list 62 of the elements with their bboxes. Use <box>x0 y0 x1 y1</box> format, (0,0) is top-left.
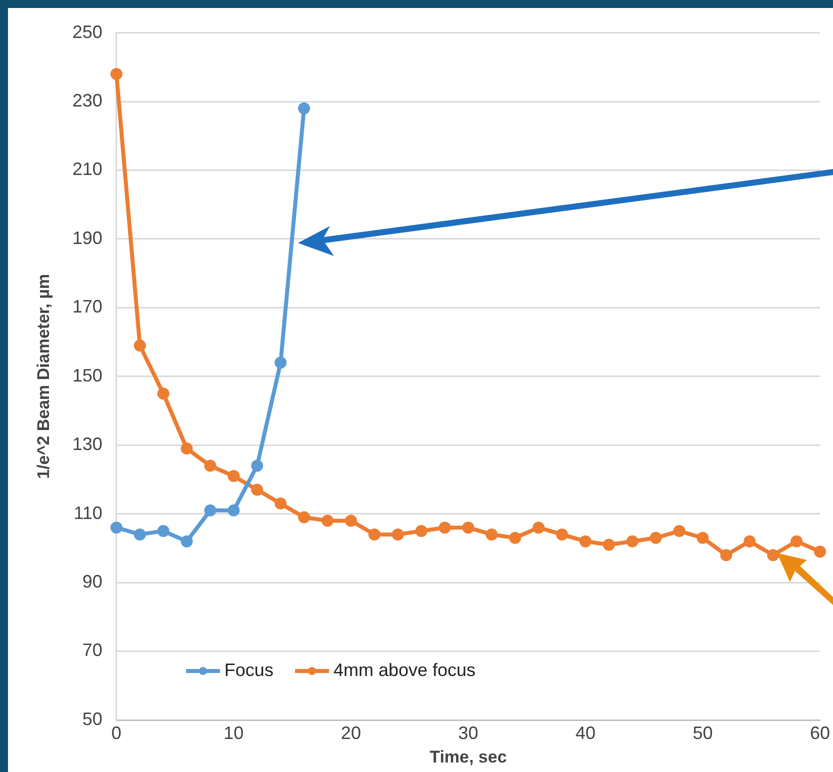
x-tick-label: 60 <box>810 722 830 743</box>
point <box>110 68 122 80</box>
point <box>814 546 826 558</box>
legend-label: Focus <box>224 660 274 681</box>
point <box>790 535 803 548</box>
point <box>298 102 310 114</box>
point <box>274 356 287 369</box>
point <box>157 388 170 400</box>
point <box>462 522 474 534</box>
y-tick-label: 130 <box>72 434 102 454</box>
legend-label: 4mm above focus <box>333 660 476 681</box>
point <box>696 532 709 544</box>
y-tick-label: 210 <box>72 159 102 180</box>
point <box>556 528 568 540</box>
y-tick-label: 150 <box>72 365 102 386</box>
point <box>344 514 357 527</box>
y-tick-label: 90 <box>82 572 102 592</box>
point <box>720 549 732 562</box>
y-tick-label: 50 <box>82 708 102 729</box>
y-tick-label: 70 <box>82 640 102 660</box>
x-tick-label: 20 <box>340 722 361 743</box>
y-tick-label: 250 <box>72 22 102 42</box>
point <box>298 511 310 524</box>
point <box>110 522 122 534</box>
y-tick-label: 110 <box>74 502 102 523</box>
point <box>509 532 522 544</box>
point <box>180 535 193 548</box>
point <box>228 504 240 516</box>
point <box>204 504 216 516</box>
point <box>251 460 264 472</box>
x-tick-label: 40 <box>575 722 596 743</box>
x-tick-label: 30 <box>458 722 478 743</box>
point <box>204 460 216 472</box>
point <box>157 525 170 538</box>
y-axis-title: 1/e^2 Beam Diameter, µm <box>34 274 53 479</box>
point <box>486 528 498 540</box>
point <box>228 470 240 482</box>
point <box>744 535 756 548</box>
point <box>673 525 686 538</box>
point <box>180 442 193 455</box>
y-tick-label: 170 <box>72 296 102 317</box>
point <box>626 535 638 548</box>
point <box>438 522 451 534</box>
point <box>532 522 545 534</box>
point <box>274 498 287 510</box>
point <box>134 339 146 352</box>
point <box>134 528 146 540</box>
point <box>322 514 334 527</box>
point <box>368 528 380 540</box>
y-tick-label: 190 <box>72 228 102 248</box>
point <box>392 528 404 540</box>
point <box>650 532 662 544</box>
point <box>767 549 780 562</box>
point <box>602 538 615 551</box>
x-tick-label: 50 <box>692 722 713 743</box>
point <box>251 484 264 496</box>
y-tick-label: 230 <box>72 90 102 110</box>
x-tick-label: 0 <box>111 722 122 743</box>
x-axis-title: Time, sec <box>430 747 507 766</box>
x-tick-label: 10 <box>224 722 244 743</box>
point <box>579 535 592 548</box>
point <box>415 525 428 538</box>
